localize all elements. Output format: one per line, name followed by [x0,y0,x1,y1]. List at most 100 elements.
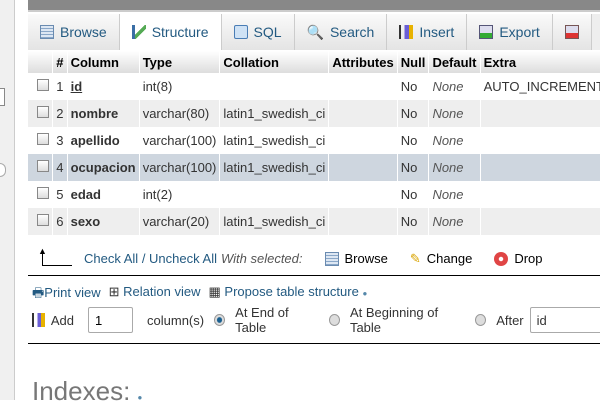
table-row[interactable]: 4 ocupacion varchar(100) latin1_swedish_ci N… [28,154,600,181]
radio-at-beginning[interactable] [328,314,340,326]
check-all-link[interactable]: Check All [84,251,139,266]
tab-more[interactable] [552,14,592,50]
after-column-select[interactable]: id [529,307,600,333]
insert-icon [32,313,45,327]
row-number: 6 [56,214,64,229]
type-cell: varchar(80) [139,100,221,127]
divider [28,343,600,344]
extra-cell [480,100,600,127]
name-cell: ocupacion [67,154,140,181]
propose-structure-link[interactable]: ▦ Propose table structure ● [209,284,368,306]
name-cell: sexo [67,208,140,235]
help-icon[interactable]: ● [362,289,368,298]
extra-cell: AUTO_INCREMENT [480,73,600,100]
collation-cell: latin1_swedish_ci [219,208,330,235]
print-view-link[interactable]: 🖶Print view [32,284,101,306]
default-cell: None [428,73,481,100]
collapse-handle[interactable] [0,88,5,106]
tab-export[interactable]: Export [467,14,553,50]
header-number[interactable]: # [52,51,68,73]
sql-icon [233,25,248,39]
left-panel-edge [0,0,15,400]
scroll-handle[interactable] [0,163,6,177]
bulk-browse-button[interactable]: Browse [324,251,388,266]
row-checkbox[interactable] [37,79,49,91]
column-collation: latin1_swedish_ci [223,106,326,121]
separator: / [138,251,150,266]
table-row[interactable]: 5 edad int(2) No None [28,181,600,208]
column-name: edad [70,187,101,202]
type-cell: varchar(20) [139,208,221,235]
table-row[interactable]: 3 apellido varchar(100) latin1_swedish_ci No… [28,127,600,154]
uncheck-all-link[interactable]: Uncheck All [149,251,217,266]
column-type: varchar(100) [142,133,217,148]
header-column[interactable]: Column [67,51,140,73]
checkbox-cell[interactable] [28,181,54,208]
checkbox-cell[interactable] [28,100,54,127]
help-icon[interactable]: ● [137,393,143,402]
columns-label: column(s) [147,312,205,328]
bulk-change-button[interactable]: ✎ Change [410,251,472,267]
tab-sql[interactable]: SQL [221,14,295,50]
column-name: sexo [70,214,101,229]
row-number: 5 [56,187,64,202]
with-selected-label: With selected: [220,251,303,266]
header-default[interactable]: Default [428,51,481,73]
add-column-form: Add column(s) At End of Table At Beginni… [32,305,600,335]
row-checkbox[interactable] [37,214,49,226]
checkbox-cell[interactable] [28,73,54,100]
header-attributes[interactable]: Attributes [328,51,398,73]
header-type[interactable]: Type [139,51,221,73]
radio-after[interactable] [475,314,487,326]
number-cell: 4 [52,154,68,181]
column-name: apellido [70,133,120,148]
column-count-input[interactable] [88,307,134,333]
tab-browse[interactable]: Browse [28,14,120,50]
arrow-up-icon: ▲ [38,246,72,266]
header-null[interactable]: Null [397,51,430,73]
row-checkbox[interactable] [37,187,49,199]
column-default: None [432,160,464,175]
attributes-cell [328,181,398,208]
radio-at-end[interactable] [214,314,226,326]
header-extra[interactable]: Extra [480,51,600,73]
null-cell: No [397,73,430,100]
attributes-cell [328,100,398,127]
table-row[interactable]: 1 id int(8) No None AUTO_INCREMENT [28,73,600,100]
column-null: No [400,160,418,175]
row-checkbox[interactable] [37,133,49,145]
column-extra: AUTO_INCREMENT [483,79,600,94]
label: Print view [44,285,101,300]
checkbox-cell[interactable] [28,127,54,154]
column-type: int(2) [142,187,173,202]
name-cell: edad [67,181,140,208]
tab-structure[interactable]: Structure [119,14,222,50]
structure-icon [131,25,146,39]
tab-search[interactable]: 🔍 Search [294,14,388,50]
header-collation[interactable]: Collation [219,51,330,73]
null-cell: No [397,181,430,208]
relation-view-link[interactable]: ⊞ Relation view [109,284,201,306]
null-cell: No [397,208,430,235]
number-cell: 5 [52,181,68,208]
table-row[interactable]: 2 nombre varchar(80) latin1_swedish_ci No Non… [28,100,600,127]
extra-cell [480,181,600,208]
row-checkbox[interactable] [37,160,49,172]
label: Browse [344,251,388,266]
extra-cell [480,208,600,235]
tab-label: SQL [253,24,282,40]
extra-cell [480,127,600,154]
row-number: 3 [56,133,64,148]
tab-insert[interactable]: Insert [387,14,468,50]
checkbox-cell[interactable] [28,154,54,181]
row-checkbox[interactable] [37,106,49,118]
table-tools: 🖶Print view ⊞ Relation view ▦ Propose ta… [32,284,367,306]
column-null: No [400,214,418,229]
tab-label: Browse [60,24,107,40]
bulk-drop-button[interactable]: Drop [494,251,543,266]
table-row[interactable]: 6 sexo varchar(20) latin1_swedish_ci No None [28,208,600,235]
tab-label: Search [329,24,375,40]
checkbox-cell[interactable] [28,208,54,235]
attributes-cell [328,127,398,154]
default-cell: None [428,154,481,181]
